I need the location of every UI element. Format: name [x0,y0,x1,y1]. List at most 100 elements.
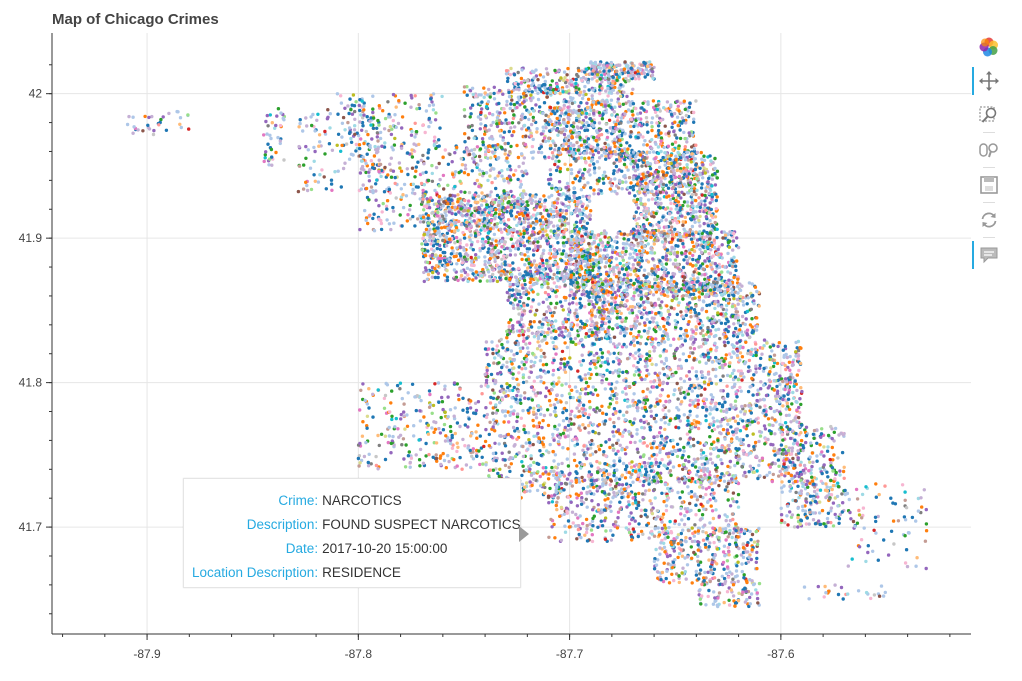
crime-point[interactable] [591,268,595,272]
crime-point[interactable] [602,66,606,70]
crime-point[interactable] [500,245,504,249]
crime-point[interactable] [499,273,503,277]
crime-point[interactable] [547,251,551,256]
crime-point[interactable] [409,105,413,109]
crime-point[interactable] [688,251,692,255]
crime-point[interactable] [273,126,277,130]
crime-point[interactable] [451,202,455,206]
crime-point[interactable] [597,179,601,183]
crime-point[interactable] [609,150,613,154]
crime-point[interactable] [636,225,641,229]
crime-point[interactable] [703,249,707,254]
crime-point[interactable] [588,117,592,121]
crime-point[interactable] [544,67,549,71]
crime-point[interactable] [523,270,528,274]
crime-point[interactable] [500,121,504,126]
crime-point[interactable] [429,196,433,200]
crime-point[interactable] [619,121,623,125]
crime-point[interactable] [525,231,530,235]
crime-point[interactable] [650,138,654,142]
crime-point[interactable] [541,268,546,272]
crime-point[interactable] [444,209,448,213]
crime-point[interactable] [624,180,628,184]
crime-point[interactable] [426,249,430,253]
crime-point[interactable] [652,215,656,219]
crime-point[interactable] [561,202,565,206]
crime-point[interactable] [662,270,667,275]
crime-point[interactable] [640,259,644,263]
crime-point[interactable] [479,93,483,97]
crime-point[interactable] [678,136,683,141]
crime-point[interactable] [516,266,521,271]
crime-point[interactable] [328,126,332,130]
crime-point[interactable] [459,207,463,211]
crime-point[interactable] [714,270,718,274]
crime-point[interactable] [643,139,647,143]
crime-point[interactable] [548,146,553,151]
crime-point[interactable] [715,176,719,180]
crime-point[interactable] [481,270,486,274]
crime-point[interactable] [663,151,667,155]
crime-point[interactable] [528,269,533,273]
crime-point[interactable] [369,159,373,163]
crime-point[interactable] [478,279,482,283]
crime-point[interactable] [275,114,279,118]
crime-point[interactable] [618,285,622,289]
crime-point[interactable] [506,232,510,236]
crime-point[interactable] [558,91,562,96]
crime-point[interactable] [623,173,627,178]
crime-point[interactable] [659,233,663,238]
crime-point[interactable] [377,204,381,208]
crime-point[interactable] [628,124,633,129]
crime-point[interactable] [490,250,494,254]
crime-point[interactable] [608,126,613,130]
crime-point[interactable] [448,152,452,157]
crime-point[interactable] [523,115,527,120]
crime-point[interactable] [504,276,508,281]
crime-point[interactable] [410,129,414,134]
crime-point[interactable] [692,110,696,115]
crime-point[interactable] [422,162,426,166]
crime-point[interactable] [585,145,589,149]
crime-points[interactable] [125,60,929,609]
crime-point[interactable] [363,208,367,213]
crime-point[interactable] [702,221,706,226]
crime-point[interactable] [695,150,700,155]
crime-point[interactable] [460,214,465,218]
crime-point[interactable] [507,129,511,134]
crime-point[interactable] [435,246,439,251]
crime-point[interactable] [630,70,634,74]
crime-point[interactable] [621,128,625,132]
crime-point[interactable] [618,138,622,143]
crime-point[interactable] [484,150,488,154]
crime-point[interactable] [486,225,490,230]
crime-point[interactable] [360,128,364,132]
crime-point[interactable] [636,206,640,210]
crime-point[interactable] [631,113,635,117]
crime-point[interactable] [447,257,451,261]
crime-point[interactable] [540,225,544,229]
crime-point[interactable] [596,65,601,70]
crime-point[interactable] [490,253,494,257]
crime-point[interactable] [466,253,470,257]
crime-point[interactable] [574,259,579,263]
crime-point[interactable] [506,191,510,195]
crime-point[interactable] [668,198,673,202]
crime-point[interactable] [659,201,663,206]
crime-point[interactable] [520,169,524,174]
crime-point[interactable] [465,243,469,247]
crime-point[interactable] [521,235,525,239]
crime-point[interactable] [313,179,317,183]
crime-point[interactable] [629,130,633,134]
crime-point[interactable] [630,91,634,96]
crime-point[interactable] [427,238,432,243]
crime-point[interactable] [516,70,520,75]
crime-point[interactable] [526,84,531,88]
crime-point[interactable] [441,238,445,243]
crime-point[interactable] [483,259,487,264]
crime-point[interactable] [653,110,658,115]
crime-point[interactable] [674,198,678,203]
crime-point[interactable] [572,153,576,157]
crime-point[interactable] [297,144,301,149]
crime-point[interactable] [576,126,580,130]
